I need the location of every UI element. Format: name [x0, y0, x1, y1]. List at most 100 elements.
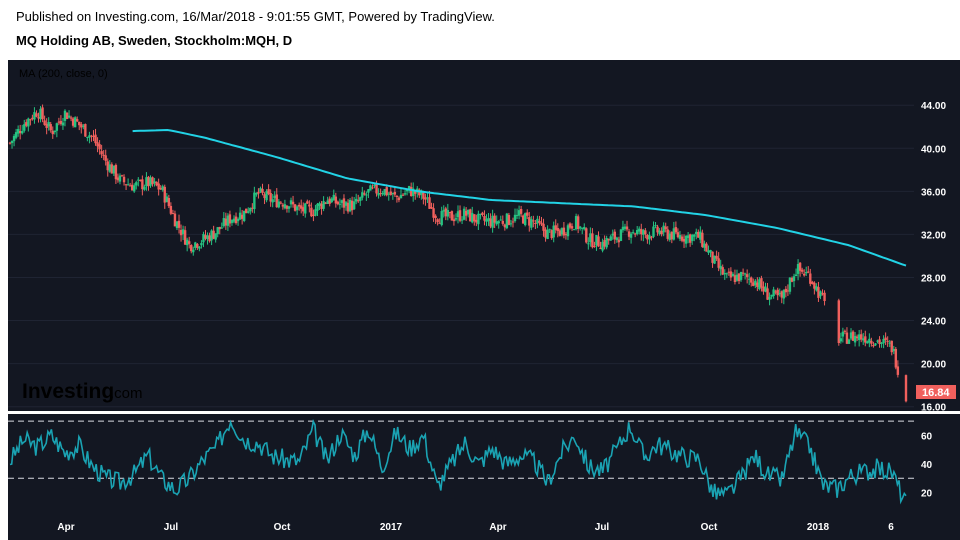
candle [464, 207, 468, 221]
candle [428, 190, 431, 209]
candle [155, 181, 158, 187]
candle [780, 290, 783, 304]
candle [589, 227, 592, 247]
candle [344, 201, 348, 211]
candle [507, 212, 511, 226]
candle [369, 184, 372, 191]
candle [18, 124, 22, 140]
candle [786, 284, 790, 296]
time-tick-label: Oct [701, 522, 718, 533]
candle [821, 289, 824, 296]
candle [169, 202, 173, 216]
candle [334, 192, 338, 208]
candle [870, 337, 873, 347]
candle [560, 227, 564, 237]
candle [473, 214, 476, 226]
candle [373, 184, 376, 189]
rsi-tick-labels: 60 40 20 [921, 431, 933, 499]
candle [295, 205, 299, 216]
candle [670, 231, 674, 244]
candle [47, 117, 50, 131]
candle [367, 188, 370, 199]
candle [137, 177, 140, 187]
candle [578, 225, 582, 231]
candle [878, 336, 881, 348]
candle [703, 240, 706, 252]
candle [361, 186, 364, 201]
candle [289, 197, 293, 208]
candle [621, 220, 625, 233]
candle [90, 134, 93, 142]
candle [845, 327, 849, 345]
candle [695, 228, 698, 240]
candle [599, 241, 602, 250]
candle [756, 277, 759, 292]
candle [198, 245, 201, 252]
time-tick-labels: Apr Jul Oct 2017 Apr Jul Oct 2018 6 [57, 522, 894, 533]
price-tick-labels: 44.00 40.00 36.00 32.00 28.00 24.00 20.00 16.00 [921, 101, 946, 413]
investing-logo: Investing .com [22, 380, 143, 403]
candle [625, 220, 629, 232]
time-tick-label: Apr [57, 522, 74, 533]
candle [287, 205, 291, 213]
candle [719, 259, 722, 276]
candle [766, 282, 769, 300]
candle [587, 237, 590, 250]
candle [489, 213, 492, 229]
price-tick-label: 32.00 [921, 230, 946, 241]
candle [505, 212, 509, 230]
candle [86, 136, 89, 142]
candle [809, 268, 812, 287]
candle [98, 140, 101, 155]
candle [332, 189, 335, 201]
candle [815, 283, 818, 292]
candle [466, 209, 470, 218]
candle [896, 360, 900, 378]
candle [440, 206, 443, 227]
candles [8, 104, 908, 403]
candle [690, 233, 694, 245]
candle [542, 218, 545, 237]
logo-suffix: .com [110, 385, 143, 402]
candle [263, 192, 266, 205]
candle [59, 115, 63, 126]
candle [701, 229, 704, 248]
candle [711, 251, 714, 268]
candle [363, 190, 366, 196]
last-price-label: 16.84 [922, 387, 950, 399]
price-tick-label: 36.00 [921, 187, 946, 198]
candle [23, 119, 26, 133]
candle [554, 219, 557, 234]
candle [664, 222, 667, 233]
candle [709, 249, 712, 258]
candle [666, 226, 669, 242]
candle [354, 193, 358, 205]
candle [491, 209, 494, 233]
candle [234, 212, 238, 225]
candle [240, 209, 244, 225]
candle [61, 117, 65, 130]
candle [782, 289, 786, 305]
candle [576, 214, 580, 234]
candle [245, 208, 248, 214]
price-axis [914, 60, 960, 411]
candle [222, 212, 226, 228]
candle [741, 268, 745, 276]
candle [475, 214, 478, 227]
candle [548, 228, 551, 234]
candle [73, 116, 77, 128]
candle [603, 235, 606, 250]
candle [876, 339, 879, 344]
candle [519, 205, 523, 218]
candle [638, 226, 641, 235]
time-tick-label: 6 [888, 522, 894, 533]
candle [210, 229, 213, 246]
candle [860, 329, 863, 343]
price-tick-label: 24.00 [921, 317, 946, 328]
candle [521, 214, 525, 224]
candle [88, 131, 91, 144]
candle [204, 230, 207, 241]
candle [135, 180, 138, 190]
candle [192, 246, 195, 256]
candle [96, 137, 99, 153]
